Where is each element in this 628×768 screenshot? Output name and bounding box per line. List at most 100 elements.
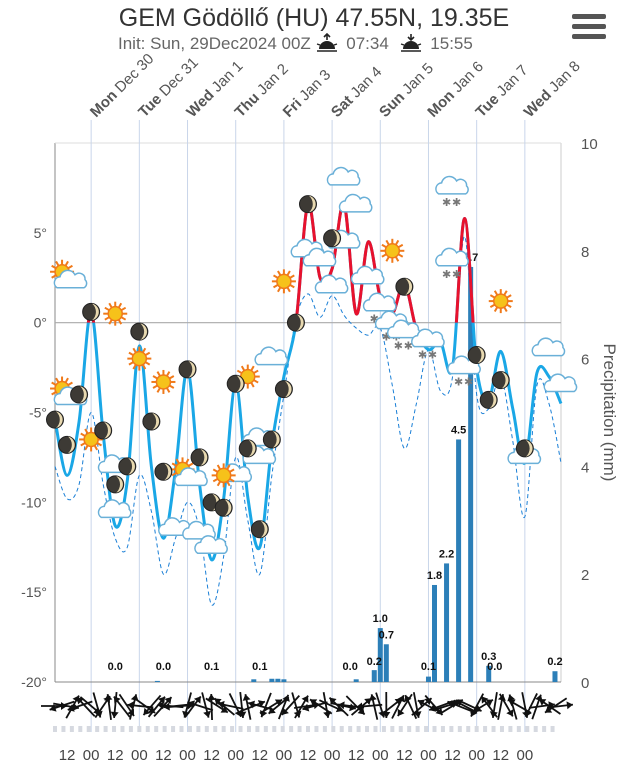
x-tick-label: 12 [203, 747, 220, 764]
wind-arrow [447, 700, 472, 713]
wind-strip-cell [128, 726, 133, 732]
wind-strip-cell [339, 726, 344, 732]
wind-arrow [309, 698, 333, 715]
precip-bar [425, 676, 431, 682]
x-tick-label: 00 [517, 747, 534, 764]
y2-tick-label: 6 [581, 352, 589, 369]
wind-strip-cell [246, 726, 251, 732]
wind-arrow [142, 694, 162, 716]
day-label: Sat Jan 4 [328, 63, 385, 120]
wind-strip-cell [533, 726, 538, 732]
wind-strip-cell [306, 726, 310, 732]
menu-icon[interactable] [572, 14, 606, 42]
wind-arrow [104, 693, 113, 720]
weather-sun-icon [488, 289, 513, 314]
wind-strip-cell [407, 726, 412, 732]
sunset-time: 15:55 [430, 34, 473, 53]
wind-arrow [391, 694, 405, 719]
wind-arrow [213, 697, 235, 716]
wind-strip-cell [525, 726, 530, 732]
wind-strip-cell [365, 726, 370, 732]
precip-bar [154, 680, 160, 682]
wind-strip-cell [221, 726, 226, 732]
moon-icon [238, 439, 257, 458]
wind-arrow [187, 700, 214, 712]
weather-cloud [531, 337, 566, 357]
wind-strip-cell [120, 726, 125, 732]
wind-strip-cell [145, 726, 150, 732]
wind-strip-cell [398, 726, 403, 732]
precip-bar [251, 679, 257, 682]
precip-bar [371, 670, 377, 682]
wind-arrow [259, 698, 283, 715]
wind-arrow [404, 694, 418, 720]
x-tick-label: 00 [372, 747, 389, 764]
moon-icon [491, 371, 510, 390]
wind-arrow [127, 701, 154, 710]
moon-icon [214, 498, 233, 517]
svg-text:✱: ✱ [442, 268, 451, 281]
weather-sun-icon [211, 463, 236, 488]
moon-icon [250, 520, 269, 539]
precip-data-label: 1.0 [373, 613, 388, 625]
wind-strip-cell [171, 726, 176, 732]
precip-data-label: 0.2 [367, 656, 382, 668]
wind-arrow [369, 694, 379, 720]
wind-strip-cell [348, 726, 353, 732]
x-tick-label: 12 [107, 747, 124, 764]
svg-text:✱: ✱ [370, 313, 379, 326]
svg-text:✱: ✱ [428, 349, 437, 362]
wind-arrow [205, 697, 229, 714]
precip-data-label: 0.1 [204, 661, 219, 673]
wind-arrow [524, 693, 538, 718]
wind-strip-cell [272, 726, 277, 732]
wind-arrow [242, 694, 252, 720]
weather-cloud [350, 265, 385, 285]
svg-text:✱: ✱ [394, 340, 403, 353]
wind-arrow [110, 691, 119, 719]
x-tick-label: 12 [59, 747, 76, 764]
x-tick-label: 00 [420, 747, 437, 764]
precip-data-label: 1.8 [427, 570, 442, 582]
wind-strip-cell [196, 726, 201, 732]
precip-bar [275, 678, 281, 682]
y2-tick-label: 0 [581, 675, 589, 692]
moon-icon [286, 313, 305, 332]
moon-icon [46, 410, 64, 429]
wind-strip-cell [483, 726, 488, 732]
moon-icon [515, 439, 534, 458]
wind-strip-cell [179, 726, 184, 732]
y2-axis-label: Precipitation (mm) [600, 344, 619, 482]
moon-icon [130, 322, 149, 341]
wind-strip-cell [322, 726, 327, 732]
precip-data-label: 0.3 [481, 651, 496, 663]
wind-strip-cell [499, 726, 504, 732]
wind-strip-cell [86, 726, 91, 732]
wind-strip-cell [154, 726, 159, 732]
wind-strip-cell [78, 726, 83, 732]
x-tick-label: 00 [179, 747, 196, 764]
moon-icon [190, 448, 209, 467]
svg-text:✱: ✱ [418, 349, 427, 362]
y-tick-label: -5° [29, 405, 47, 421]
precip-bar [269, 678, 275, 682]
precip-bar [281, 679, 287, 682]
precip-bar [353, 679, 359, 682]
wind-arrow [302, 701, 328, 712]
weather-sun-cloud [170, 457, 208, 487]
precip-data-label: 0.0 [108, 661, 123, 673]
weather-cloud [97, 499, 132, 519]
wind-arrow [201, 692, 211, 718]
moon-icon [479, 390, 498, 409]
precip-bar [468, 266, 474, 682]
wind-arrow [544, 697, 568, 714]
wind-strip-cell [95, 726, 100, 732]
precip-bar [444, 563, 450, 682]
svg-text:✱: ✱ [452, 268, 461, 281]
weather-cloud [182, 520, 216, 540]
init-line: Init: Sun, 29Dec2024 00Z 07:34 15:55 [118, 32, 473, 58]
wind-arrow [546, 701, 574, 710]
wind-strip-cell [162, 726, 167, 732]
wind-strip-cell [187, 726, 192, 732]
wind-arrow [281, 695, 300, 716]
